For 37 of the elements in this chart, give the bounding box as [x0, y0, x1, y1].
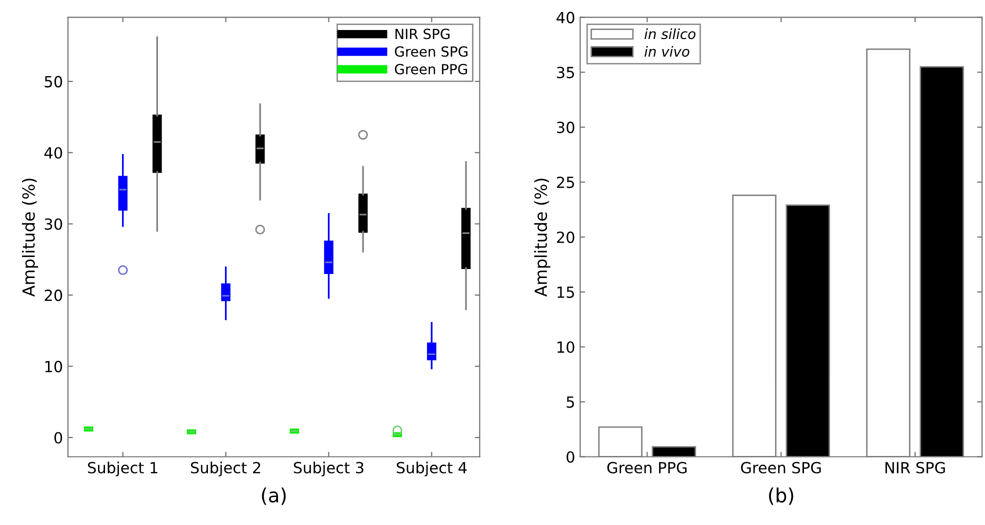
x-axis-title: (a)	[262, 488, 286, 505]
y-tick-label: 10	[558, 341, 574, 353]
y-tick-label: 25	[556, 176, 574, 188]
bar	[866, 48, 910, 457]
bar	[732, 194, 776, 457]
x-tick-label: Green PPG	[607, 462, 687, 474]
x-tick-label: NIR SPG	[885, 462, 945, 474]
y-tick-label: 0	[54, 432, 62, 444]
bar	[598, 426, 642, 457]
y-tick-label: 40	[44, 147, 62, 159]
y-tick-label: 50	[44, 76, 62, 88]
y-tick-label: 10	[45, 360, 62, 372]
x-tick-label: Subject 4	[396, 462, 467, 476]
y-tick-label: 40	[556, 12, 574, 24]
x-tick-label: Subject 3	[294, 462, 364, 476]
y-tick-label: 20	[44, 290, 62, 302]
y-tick-label: 30	[44, 218, 62, 230]
x-tick-label: Green SPG	[741, 462, 821, 474]
bar	[786, 204, 830, 457]
x-axis-title: (b)	[769, 488, 794, 505]
legend-label: Green PPG	[394, 64, 468, 74]
legend-label: in silico	[644, 28, 696, 40]
y-axis-title: Amplitude (%)	[534, 178, 550, 297]
legend-label: Green SPG	[394, 46, 468, 57]
y-tick-label: 30	[557, 122, 574, 134]
y-tick-label: 15	[558, 286, 574, 298]
y-axis-title: Amplitude (%)	[22, 178, 38, 297]
x-tick-label: Subject 1	[88, 462, 158, 476]
legend-label: NIR SPG	[396, 28, 450, 40]
y-tick-label: 35	[557, 66, 574, 78]
y-tick-label: 0	[566, 451, 574, 463]
bar	[920, 66, 964, 457]
bar	[652, 446, 696, 457]
legend-label: in vivo	[644, 46, 690, 57]
y-tick-label: 5	[566, 396, 574, 408]
y-tick-label: 20	[556, 232, 574, 244]
x-tick-label: Subject 2	[190, 462, 260, 476]
